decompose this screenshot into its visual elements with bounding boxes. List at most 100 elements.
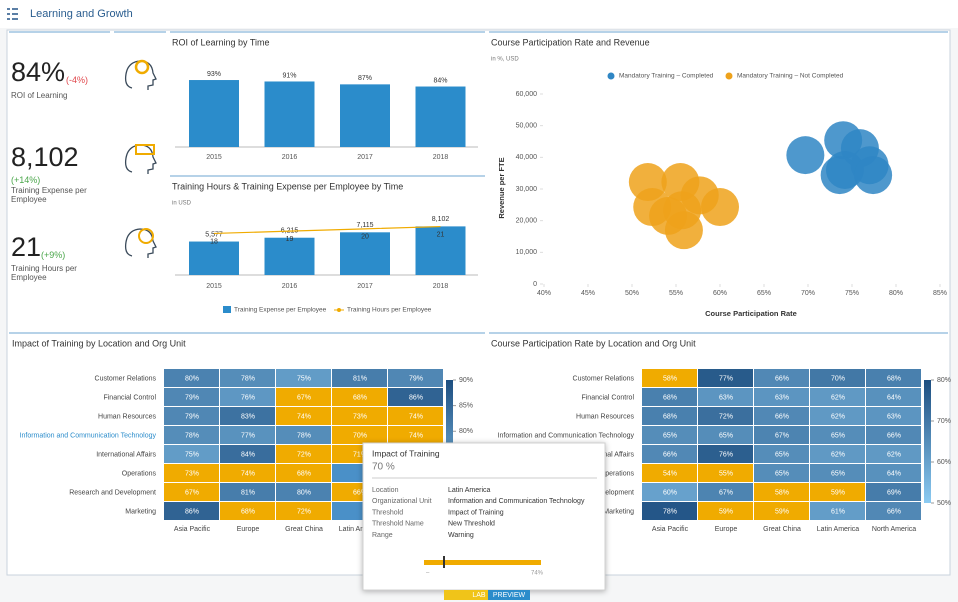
cell-label: 64% [887,394,901,401]
cell-label: 76% [241,394,255,401]
column-label: Europe [237,526,260,533]
x-tick-label: 75% [845,290,859,297]
heatmap-cell [276,426,331,444]
cell-label: 63% [775,394,789,401]
cell-label: 86% [185,508,199,515]
column-label: Latin America [817,526,860,533]
legend-label: Mandatory Training – Completed [619,73,714,80]
chart-title: Impact of Training by Location and Org U… [12,338,186,348]
row-label: Information and Communication Technology [498,432,635,439]
heatmap-cell [698,426,753,444]
y-tick-label: 60,000 [516,91,538,98]
menu-icon[interactable] [7,8,18,20]
legend-label: Mandatory Training – Not Completed [737,73,844,80]
cell-label: 75% [185,451,199,458]
heatmap-cell [164,369,219,387]
heatmap-cell [754,502,809,520]
chart-title: Course Participation Rate and Revenue [491,37,650,47]
cell-label: 70% [831,375,845,382]
legend-label: Training Expense per Employee [234,307,327,314]
y-axis-label: Revenue per FTE [497,157,506,218]
legend-swatch [725,72,733,80]
heatmap-cell [810,426,865,444]
tooltip-val: Information and Communication Technology [448,498,585,505]
cell-label: 68% [663,413,677,420]
chart-title: Course Participation Rate by Location an… [491,338,696,348]
cell-label: 78% [185,432,199,439]
value-label: 18 [210,238,218,245]
tooltip-key: Threshold [372,509,403,516]
kpi-value: 84% [11,57,66,87]
x-tick-label: 55% [669,290,683,297]
tooltip-title: Impact of Training [372,448,440,458]
bar [415,226,466,275]
row-label: Marketing [125,508,156,515]
column-label: Asia Pacific [652,526,689,533]
cell-label: 72% [297,508,311,515]
cell-label: 65% [831,470,845,477]
scale-label: 90% [459,377,473,384]
cell-label: 74% [409,413,423,420]
cell-label: 80% [185,375,199,382]
bar [189,80,239,147]
tooltip-value: 70 % [372,462,395,473]
heatmap-cell [276,483,331,501]
badge-left: LAB [472,592,486,599]
x-tick-label: 65% [757,290,771,297]
heatmap-cell [698,483,753,501]
heatmap-cell [276,445,331,463]
x-tick-label: 50% [625,290,639,297]
heatmap-cell [642,502,697,520]
heatmap-cell [810,502,865,520]
x-tick-label: 2017 [357,154,373,161]
heatmap-cell [388,426,443,444]
scale-label: 85% [459,402,473,409]
heatmap-cell [164,407,219,425]
cell-label: 68% [353,394,367,401]
y-tick-label: 20,000 [516,218,538,225]
bubble [820,156,859,195]
cell-label: 74% [409,432,423,439]
cell-label: 70% [353,432,367,439]
kpi-change: (-4%) [66,75,88,85]
heatmap-cell [698,502,753,520]
x-tick-label: 2018 [433,283,449,290]
cell-label: 80% [297,489,311,496]
heatmap-cell [810,464,865,482]
cell-label: 78% [663,508,677,515]
x-axis-label: Course Participation Rate [705,309,797,318]
heatmap-cell [698,407,753,425]
cell-label: 65% [719,432,733,439]
heatmap-cell [866,388,921,406]
heatmap-cell [866,502,921,520]
column-label: Great China [763,526,801,533]
scale-label: 60% [937,459,951,466]
cell-label: 65% [663,432,677,439]
column-label: North America [872,526,916,533]
cell-label: 59% [719,508,733,515]
heatmap-cell [220,445,275,463]
heatmap-cell [754,426,809,444]
cell-label: 75% [297,375,311,382]
heatmap-cell [754,369,809,387]
heatmap-cell [810,483,865,501]
cell-label: 54% [663,470,677,477]
heatmap-cell [164,464,219,482]
kpi-label: ROI of Learning [11,91,68,100]
cell-label: 66% [775,413,789,420]
bar [415,86,466,147]
cell-label: 59% [831,489,845,496]
y-tick-label: 30,000 [516,186,538,193]
cell-label: 66% [887,508,901,515]
x-tick-label: 2017 [357,283,373,290]
cell-label: 73% [353,413,367,420]
y-tick-label: 50,000 [516,123,538,130]
badge-right-bg [488,590,530,600]
cell-label: 76% [719,451,733,458]
cell-label: 81% [241,489,255,496]
heatmap-cell [698,445,753,463]
badge-left-bg [444,590,488,600]
tooltip-rows: Location Latin America Organizational Unit… [372,487,585,539]
cell-label: 64% [887,470,901,477]
cell-label: 77% [241,432,255,439]
